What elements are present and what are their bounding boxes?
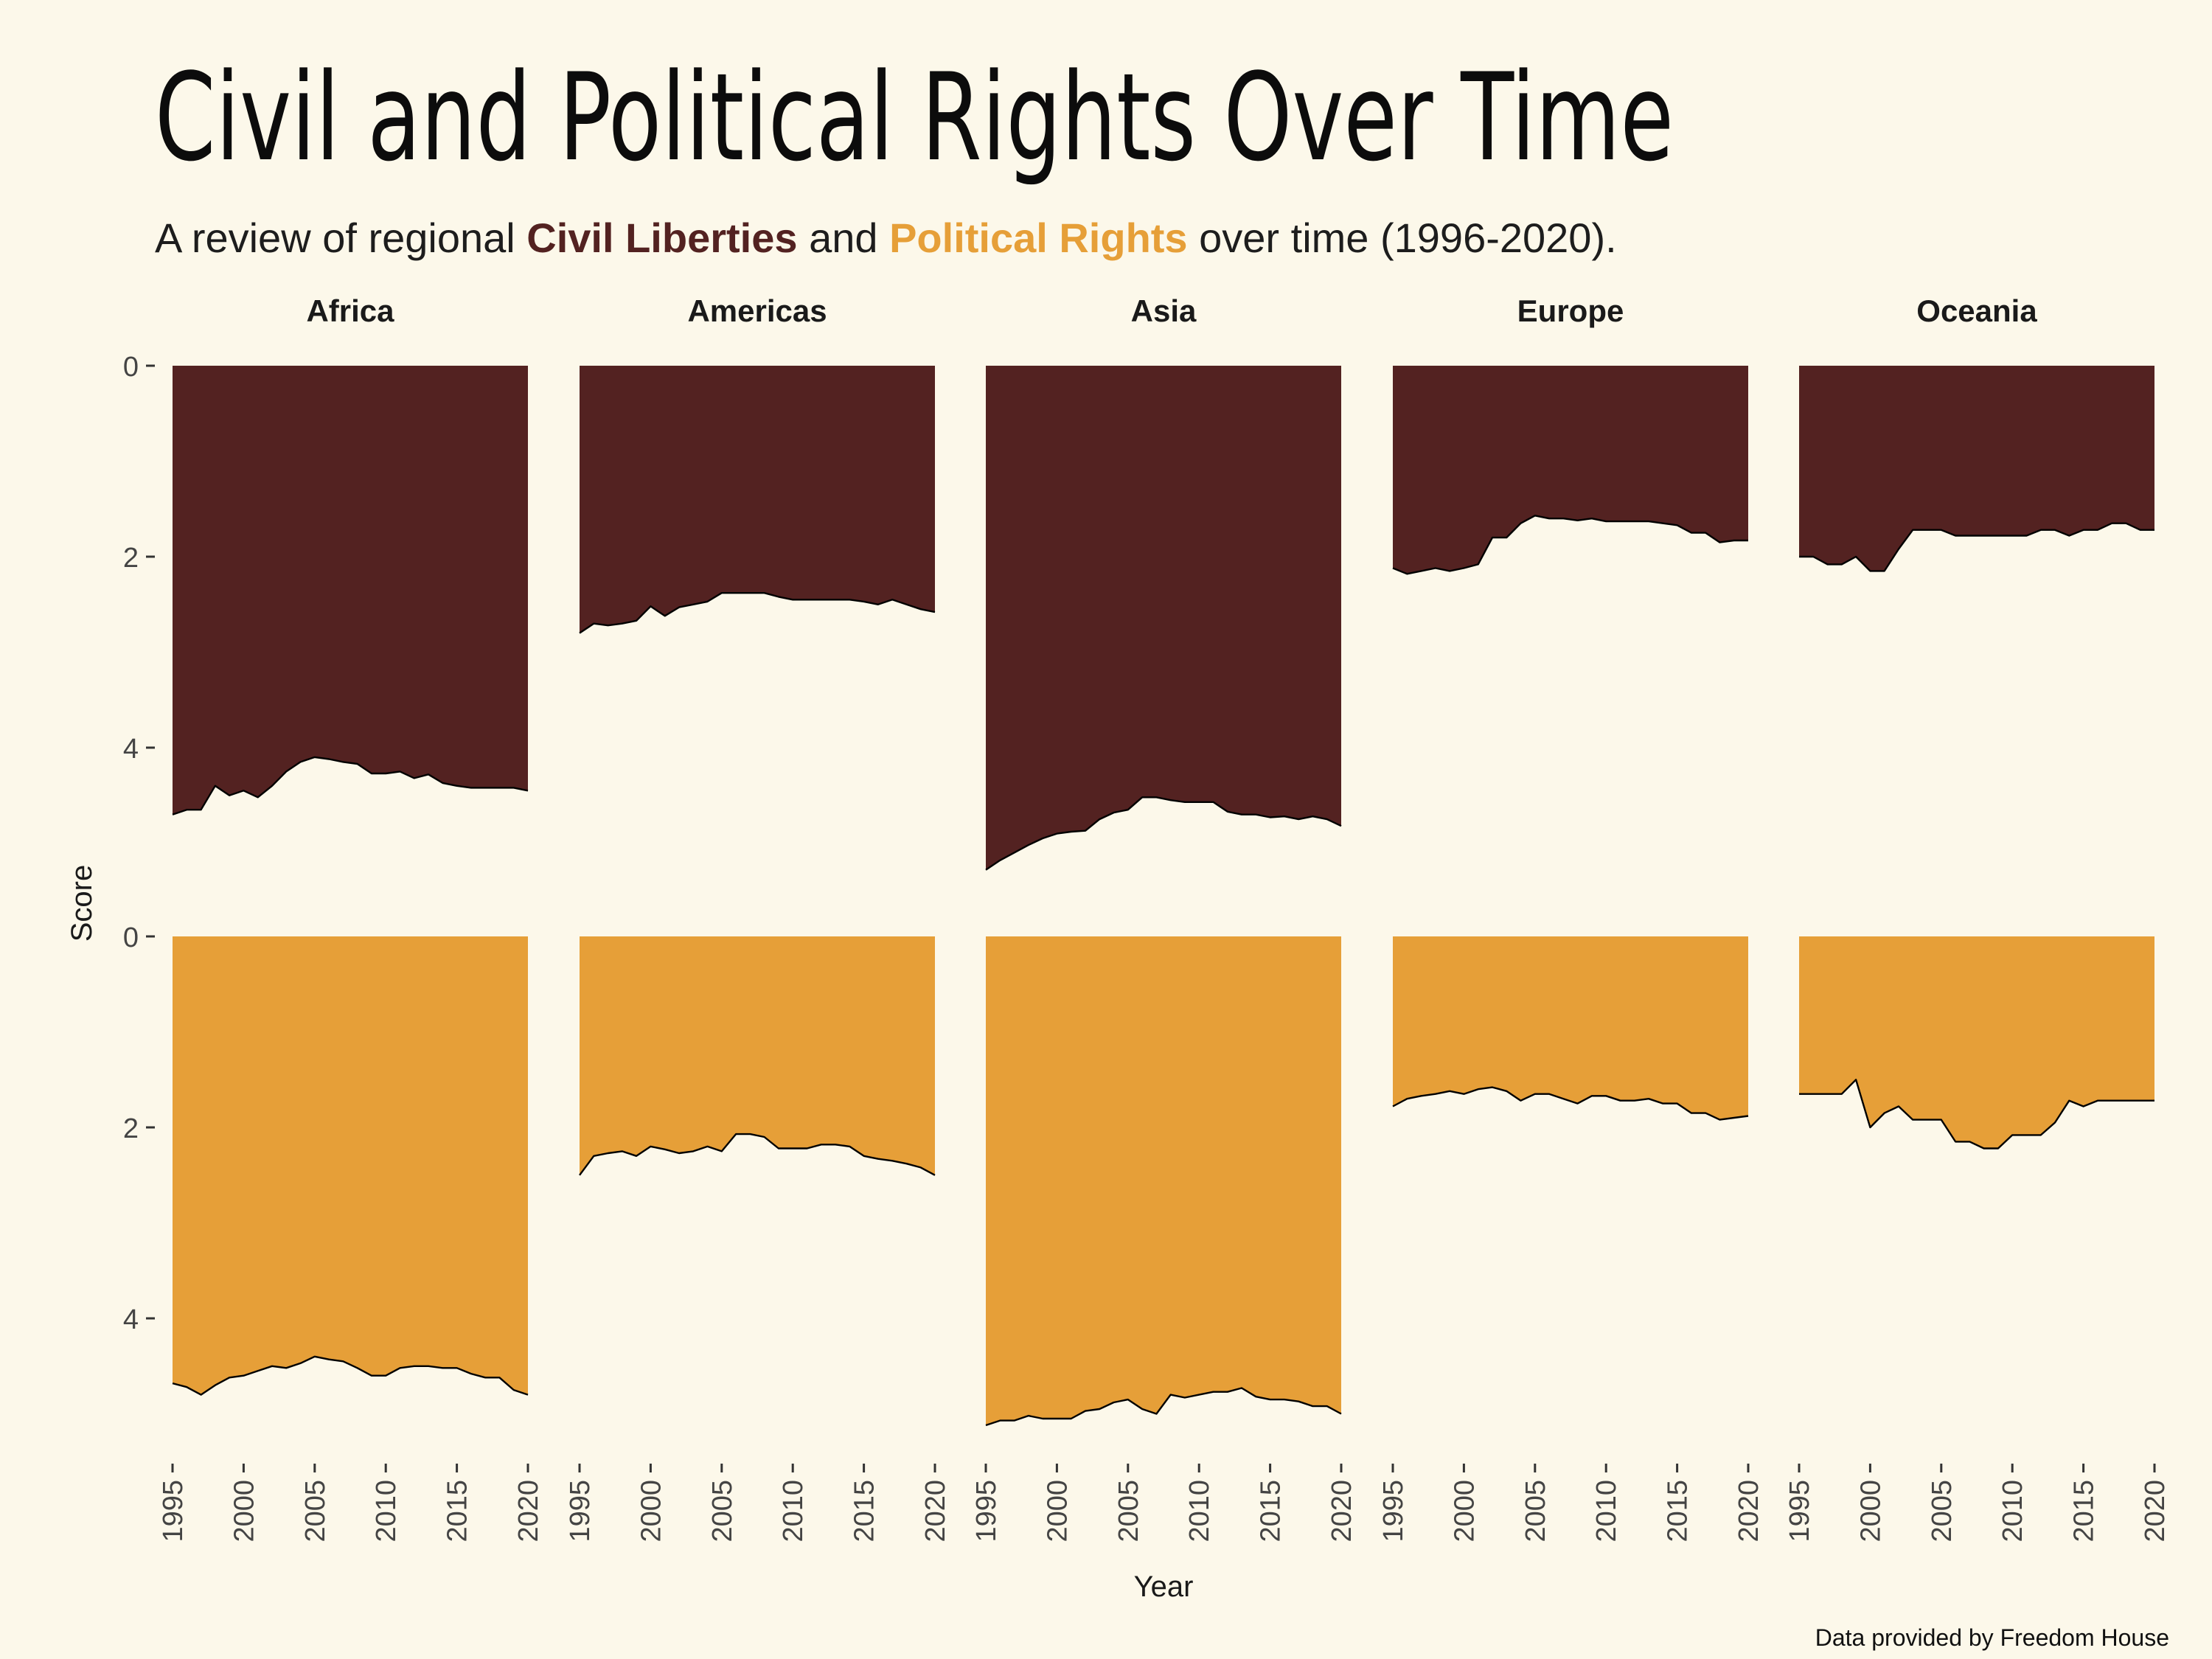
line-americas-political-rights: [579, 1133, 936, 1176]
line-europe-political-rights: [1392, 1086, 1749, 1121]
area-europe-political-rights: [1393, 936, 1748, 1120]
line-europe-civil-liberties: [1392, 515, 1748, 575]
x-tick-label: 2020: [1326, 1480, 1357, 1543]
line-asia-political-rights: [985, 1387, 1342, 1427]
x-tick-label: 2020: [2140, 1480, 2171, 1543]
x-tick-label: 2000: [1449, 1480, 1480, 1543]
x-tick-label: 1995: [1378, 1480, 1409, 1543]
page-title: Civil and Political Rights Over Time: [155, 47, 1674, 188]
x-tick-label: 2015: [1663, 1480, 1694, 1543]
x-tick-label: 1995: [158, 1480, 189, 1543]
subtitle-suffix: over time (1996-2020).: [1187, 215, 1617, 261]
line-oceania-political-rights: [1799, 1079, 2154, 1150]
y-tick-label: 2: [123, 1113, 139, 1144]
area-africa-political-rights: [173, 936, 528, 1395]
x-axis-title: Year: [1134, 1571, 1194, 1603]
x-tick-label: 2020: [513, 1480, 544, 1543]
line-americas-civil-liberties: [579, 592, 936, 634]
area-asia-civil-liberties: [986, 366, 1341, 870]
area-americas-civil-liberties: [580, 366, 935, 633]
source-caption: Data provided by Freedom House: [1815, 1624, 2169, 1651]
area-europe-civil-liberties: [1393, 366, 1748, 574]
subtitle-prefix: A review of regional: [155, 215, 527, 261]
area-oceania-political-rights: [1799, 936, 2154, 1149]
x-tick-label: 2015: [2069, 1480, 2100, 1543]
line-africa-political-rights: [172, 1355, 529, 1396]
page-subtitle: A review of regional Civil Liberties and…: [155, 215, 1617, 261]
x-tick-label: 2020: [1733, 1480, 1764, 1543]
y-tick-label: 0: [123, 352, 139, 383]
subtitle-political-rights: Political Rights: [889, 215, 1188, 261]
subtitle-middle: and: [797, 215, 890, 261]
x-tick-label: 2020: [920, 1480, 951, 1543]
panel-label-asia: Asia: [1131, 293, 1197, 328]
x-tick-label: 2010: [1591, 1480, 1622, 1543]
x-tick-label: 2005: [707, 1480, 738, 1543]
x-tick-label: 2000: [1042, 1480, 1073, 1543]
x-tick-label: 2010: [778, 1480, 809, 1543]
area-oceania-civil-liberties: [1799, 366, 2154, 571]
x-tick-label: 1995: [971, 1480, 1002, 1543]
y-tick-label: 0: [123, 922, 139, 953]
x-tick-label: 1995: [1784, 1480, 1815, 1543]
panel-label-europe: Europe: [1517, 293, 1624, 328]
y-axis-title: Score: [66, 865, 98, 942]
x-tick-label: 2010: [371, 1480, 402, 1543]
area-asia-political-rights: [986, 936, 1341, 1425]
panel-label-oceania: Oceania: [1916, 293, 2037, 328]
x-tick-label: 2015: [1256, 1480, 1287, 1543]
x-tick-label: 2015: [442, 1480, 473, 1543]
x-tick-label: 2005: [300, 1480, 331, 1543]
x-tick-label: 2015: [849, 1480, 880, 1543]
x-tick-label: 2010: [1997, 1480, 2028, 1543]
y-tick-label: 4: [123, 734, 139, 765]
x-tick-label: 2005: [1113, 1480, 1144, 1543]
x-tick-label: 1995: [565, 1480, 596, 1543]
x-tick-label: 2000: [229, 1480, 260, 1543]
subtitle-civil-liberties: Civil Liberties: [526, 215, 798, 261]
y-tick-label: 2: [123, 543, 139, 574]
area-africa-civil-liberties: [173, 366, 528, 815]
x-tick-label: 2000: [1855, 1480, 1886, 1543]
line-africa-civil-liberties: [172, 756, 529, 815]
y-tick-label: 4: [123, 1304, 139, 1335]
x-tick-label: 2005: [1927, 1480, 1958, 1543]
panel-label-africa: Africa: [306, 293, 394, 328]
line-asia-civil-liberties: [985, 796, 1342, 871]
line-oceania-civil-liberties: [1799, 522, 2154, 572]
x-tick-label: 2010: [1184, 1480, 1215, 1543]
panel-label-americas: Americas: [687, 293, 827, 328]
x-tick-label: 2005: [1520, 1480, 1551, 1543]
area-americas-political-rights: [580, 936, 935, 1175]
x-tick-label: 2000: [636, 1480, 667, 1543]
